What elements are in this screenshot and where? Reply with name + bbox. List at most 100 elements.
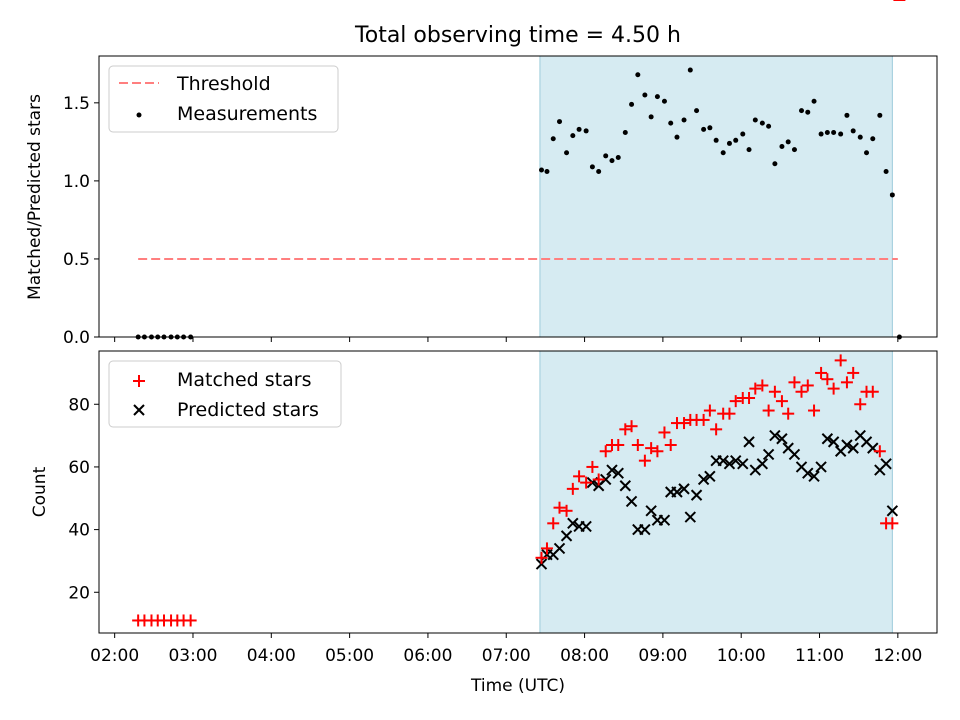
- measurement-point: [838, 131, 844, 137]
- measurement-point: [550, 136, 556, 142]
- predicted-star-point: [788, 448, 801, 461]
- legend-measurements-swatch: [136, 112, 142, 118]
- bottom-x-tick-label: 10:00: [717, 646, 766, 666]
- matched-star-point: [710, 423, 723, 436]
- bottom-y-axis-ticks: 20 40 60 80: [68, 395, 99, 603]
- measurement-point: [779, 144, 785, 150]
- bottom-x-tick-label: 04:00: [247, 646, 296, 666]
- top-panel: 0.0 0.5 1.0 1.5 Total observing time = 4.50…: [25, 23, 938, 348]
- matched-star-point: [535, 551, 548, 564]
- measurement-point: [883, 169, 889, 175]
- measurement-point: [811, 98, 817, 104]
- predicted-star-point: [645, 505, 657, 517]
- measurement-point: [791, 147, 797, 153]
- measurement-point: [564, 150, 570, 156]
- measurement-point: [877, 112, 883, 118]
- bottom-observing-interval-shade: [539, 350, 893, 634]
- measurement-point: [746, 147, 752, 153]
- bottom-x-tick-label: 07:00: [482, 646, 531, 666]
- matched-star-point: [873, 445, 886, 458]
- matched-star-point: [625, 420, 638, 433]
- measurement-point: [654, 94, 660, 100]
- matched-star-point: [834, 354, 847, 367]
- top-y-tick-label: 1.0: [63, 172, 90, 192]
- matched-star-point: [815, 366, 828, 379]
- measurement-point: [850, 128, 856, 134]
- measurement-point: [544, 169, 550, 175]
- legend-predicted-label: Predicted stars: [177, 399, 319, 421]
- measurement-point: [818, 131, 824, 137]
- matched-star-point: [788, 376, 801, 389]
- predicted-star-point: [612, 467, 624, 479]
- top-y-axis-ticks: 0.0 0.5 1.0 1.5: [63, 94, 99, 348]
- predicted-star-point: [743, 436, 755, 448]
- measurement-point: [622, 129, 628, 135]
- matched-star-point: [775, 395, 788, 408]
- predicted-star-point: [697, 473, 710, 486]
- bottom-x-tick-label: 08:00: [560, 646, 609, 666]
- bottom-x-tick-label: 12:00: [873, 646, 922, 666]
- predicted-star-point: [737, 458, 749, 470]
- measurement-point: [772, 161, 778, 167]
- measurement-point: [661, 98, 667, 104]
- matched-star-point: [547, 517, 560, 530]
- measurement-point: [681, 117, 687, 123]
- measurement-point: [570, 133, 576, 139]
- measurement-point: [824, 129, 830, 135]
- matched-star-point: [808, 404, 821, 417]
- chart-title: Total observing time = 4.50 h: [354, 23, 681, 48]
- predicted-star-point: [625, 495, 638, 508]
- bottom-legend: Matched stars Predicted stars: [108, 360, 342, 428]
- matched-stars-series: [132, 0, 906, 627]
- predicted-star-point: [815, 461, 827, 473]
- predicted-star-point: [606, 464, 618, 476]
- predicted-star-point: [841, 439, 853, 451]
- legend-matched-label: Matched stars: [177, 369, 311, 391]
- predicted-star-point: [658, 514, 671, 526]
- measurement-point: [857, 134, 863, 140]
- measurement-point: [766, 123, 772, 129]
- measurement-point: [759, 120, 765, 126]
- measurement-point: [870, 136, 876, 142]
- matched-star-point: [782, 407, 795, 420]
- predicted-star-point: [827, 436, 840, 448]
- matched-star-point: [645, 442, 658, 455]
- bottom-x-tick-label: 06:00: [403, 646, 452, 666]
- top-legend-box: [108, 65, 339, 133]
- measurement-point: [785, 139, 791, 145]
- legend-matched-swatch: [133, 375, 145, 387]
- matched-star-point: [723, 407, 736, 420]
- bottom-x-tick-label: 09:00: [638, 646, 687, 666]
- measurement-point: [701, 126, 707, 132]
- matched-star-point: [638, 454, 651, 467]
- matched-star-point: [612, 439, 625, 451]
- measurement-point: [720, 150, 726, 156]
- predicted-star-point: [847, 442, 859, 454]
- measurement-point: [752, 117, 758, 123]
- top-y-tick-label: 0.0: [63, 328, 90, 348]
- measurement-point: [557, 119, 563, 125]
- measurement-point: [707, 125, 713, 131]
- measurement-point: [740, 131, 746, 137]
- matched-star-point: [866, 385, 879, 398]
- predicted-star-point: [690, 489, 703, 501]
- matched-star-point: [619, 423, 632, 436]
- matched-star-point: [821, 373, 834, 386]
- matched-star-point: [664, 439, 677, 451]
- measurement-point: [538, 167, 544, 173]
- bottom-x-axis-ticks: 02:00 03:00 04:00 05:00 06:00 07:00 08:00 09:00…: [90, 633, 922, 666]
- matched-star-point: [560, 504, 573, 517]
- matched-star-point: [886, 517, 899, 530]
- measurement-point: [609, 158, 615, 164]
- matched-star-point: [658, 426, 671, 439]
- predicted-star-point: [553, 542, 566, 555]
- bottom-y-tick-label: 80: [68, 395, 90, 415]
- predicted-star-point: [776, 433, 788, 445]
- predicted-star-point: [560, 530, 573, 542]
- top-y-tick-label: 1.5: [63, 94, 90, 114]
- matched-star-point: [540, 542, 553, 555]
- matched-star-point: [743, 392, 756, 404]
- top-y-axis-label: Matched/Predicted stars: [25, 94, 45, 300]
- predicted-star-point: [808, 470, 820, 483]
